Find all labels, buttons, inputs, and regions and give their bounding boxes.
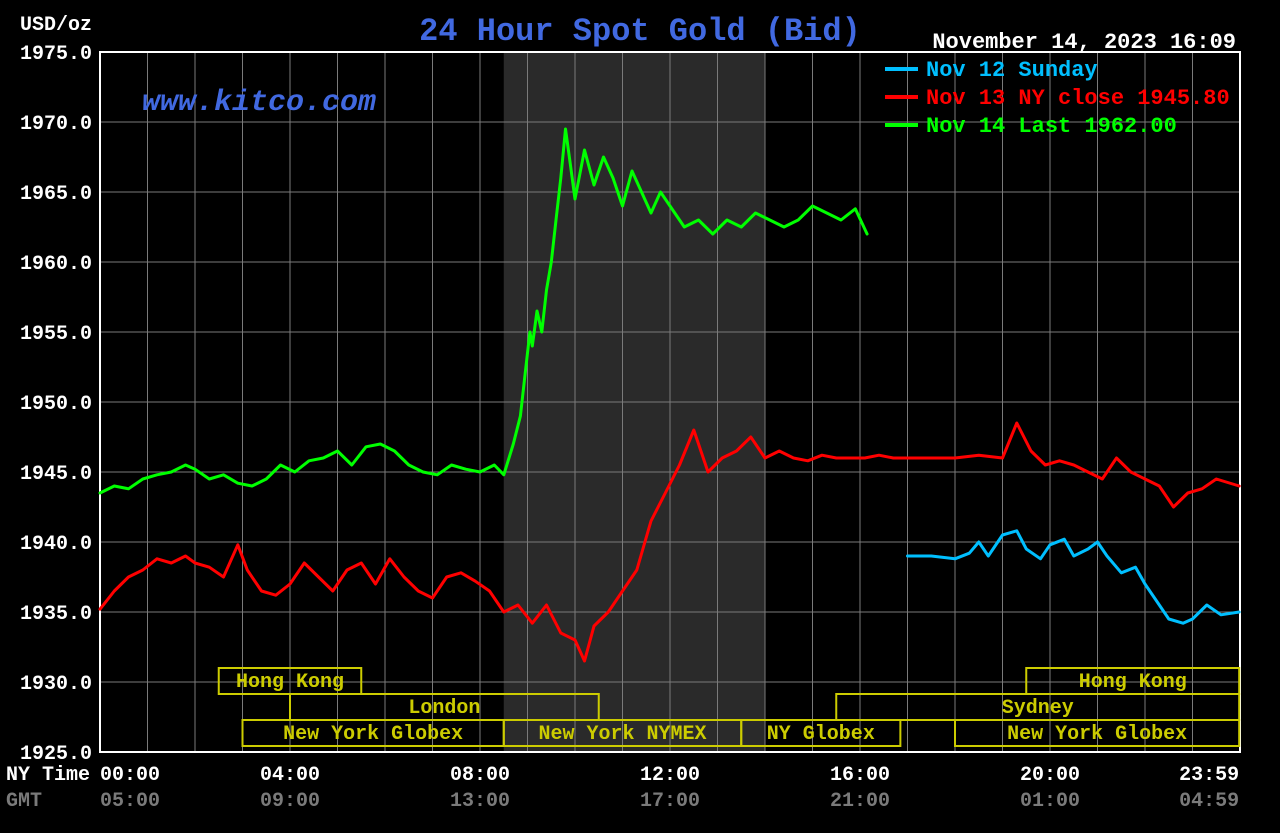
x-tick-gmt: 13:00: [450, 790, 510, 813]
x-axis-gmt-label: GMT: [6, 790, 42, 813]
watermark-url: www.kitco.com: [142, 86, 376, 120]
x-tick-ny: 08:00: [450, 764, 510, 787]
y-tick-label: 1930.0: [20, 673, 92, 696]
market-hours-label: London: [408, 697, 480, 720]
x-tick-gmt: 04:59: [1179, 790, 1239, 813]
legend-label: Nov 14 Last 1962.00: [926, 114, 1177, 139]
legend-label: Nov 12 Sunday: [926, 58, 1098, 83]
y-tick-label: 1955.0: [20, 323, 92, 346]
x-tick-ny: 12:00: [640, 764, 700, 787]
y-tick-label: 1975.0: [20, 43, 92, 66]
chart-title: 24 Hour Spot Gold (Bid): [419, 13, 861, 50]
market-hours-label: Sydney: [1002, 697, 1074, 720]
y-tick-label: 1945.0: [20, 463, 92, 486]
x-tick-gmt: 01:00: [1020, 790, 1080, 813]
y-tick-label: 1935.0: [20, 603, 92, 626]
x-tick-ny: 23:59: [1179, 764, 1239, 787]
x-tick-gmt: 05:00: [100, 790, 160, 813]
y-tick-label: 1940.0: [20, 533, 92, 556]
y-axis-unit-label: USD/oz: [20, 14, 92, 37]
gold-spot-chart: Hong Kong London New York Globex New York N…: [0, 0, 1280, 833]
x-tick-gmt: 17:00: [640, 790, 700, 813]
y-tick-label: 1950.0: [20, 393, 92, 416]
legend-label: Nov 13 NY close 1945.80: [926, 86, 1230, 111]
market-hours-label: New York NYMEX: [538, 723, 706, 746]
market-hours-label: Hong Kong: [236, 671, 344, 694]
x-tick-ny: 04:00: [260, 764, 320, 787]
y-tick-label: 1965.0: [20, 183, 92, 206]
market-hours-label: New York Globex: [1007, 723, 1187, 746]
market-hours-label: Hong Kong: [1079, 671, 1187, 694]
market-hours-label: NY Globex: [767, 723, 875, 746]
x-tick-gmt: 09:00: [260, 790, 320, 813]
x-tick-gmt: 21:00: [830, 790, 890, 813]
x-axis-ny-label: NY Time: [6, 764, 90, 787]
y-tick-label: 1925.0: [20, 743, 92, 766]
x-tick-ny: 16:00: [830, 764, 890, 787]
x-tick-ny: 20:00: [1020, 764, 1080, 787]
market-hours-label: New York Globex: [283, 723, 463, 746]
y-tick-label: 1960.0: [20, 253, 92, 276]
chart-svg: Hong Kong London New York Globex New York N…: [0, 0, 1280, 833]
x-tick-ny: 00:00: [100, 764, 160, 787]
chart-timestamp: November 14, 2023 16:09: [932, 30, 1236, 55]
y-tick-label: 1970.0: [20, 113, 92, 136]
